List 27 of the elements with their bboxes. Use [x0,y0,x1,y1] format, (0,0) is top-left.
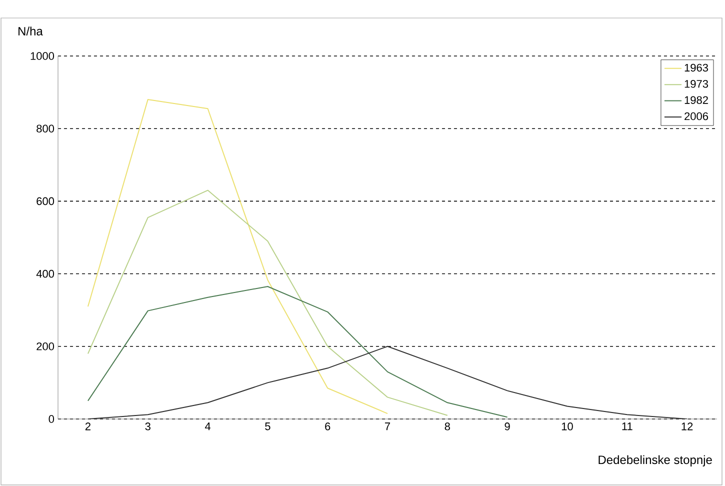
legend-label: 2006 [684,112,708,120]
x-tick-label: 10 [562,422,573,430]
y-tick-label: 200 [36,342,54,350]
x-tick-label: 11 [622,422,632,430]
line-series [87,190,448,416]
line-series [87,286,508,418]
x-tick-label: 7 [385,422,390,430]
x-tick-label: 2 [85,422,90,430]
y-tick-label: 400 [36,270,54,278]
x-tick-label: 9 [504,422,510,430]
x-tick-label: 5 [265,422,270,430]
legend-label: 1963 [684,64,708,72]
y-tick-label: 1000 [30,52,54,60]
y-axis-title: N/ha [18,26,43,36]
x-tick-label: 8 [444,422,450,430]
line-series [87,346,688,419]
y-tick-label: 800 [36,124,54,132]
line-series [87,99,388,414]
x-tick-label: 12 [682,422,693,430]
x-axis-title: Dedebelinske stopnje [598,455,712,466]
x-tick-label: 4 [204,422,211,430]
x-tick-label: 6 [325,422,330,430]
y-tick-label: 600 [36,197,54,206]
x-tick-label: 3 [145,422,150,430]
y-tick-label: 0 [48,415,54,423]
legend-label: 1982 [684,96,708,104]
legend-label: 1973 [684,80,708,88]
